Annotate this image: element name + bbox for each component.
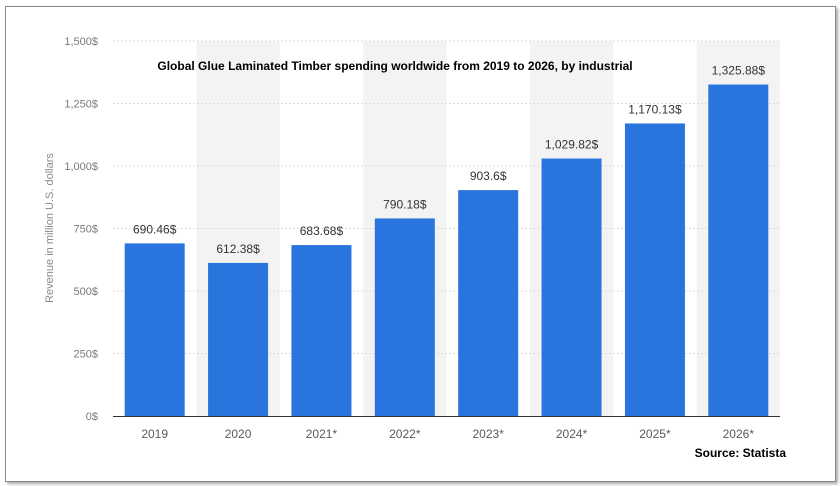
x-axis-ticks: 2019 2020 2021* 2022* 2023* 2024* 2025* 2026* [141, 427, 754, 441]
x-tick-label: 2021* [306, 427, 338, 441]
source-note: Source: Statista [695, 446, 787, 460]
x-tick-label: 2026* [723, 427, 755, 441]
bar [374, 218, 435, 416]
y-tick-label: 250$ [74, 349, 98, 361]
y-tick-label: 0$ [86, 411, 98, 423]
gridlines [113, 40, 780, 354]
x-tick-label: 2022* [389, 427, 421, 441]
data-label: 1,170.13$ [628, 102, 682, 116]
data-label: 683.68$ [300, 224, 344, 238]
y-axis-label: Revenue in million U.S. dollars [44, 153, 56, 303]
x-tick-label: 2019 [141, 427, 168, 441]
data-label: 903.6$ [470, 169, 507, 183]
y-tick-label: 750$ [74, 224, 98, 236]
bar [208, 262, 269, 416]
x-tick-label: 2020 [225, 427, 252, 441]
chart-title: Global Glue Laminated Timber spending wo… [157, 59, 632, 73]
y-tick-label: 500$ [74, 286, 98, 298]
data-labels: 690.46$ 612.38$ 683.68$ 790.18$ 903.6$ 1,029.… [133, 64, 765, 256]
bar [541, 158, 602, 417]
data-label: 690.46$ [133, 222, 177, 236]
data-label: 1,325.88$ [712, 64, 766, 78]
bars [124, 84, 769, 417]
y-tick-label: 1,000$ [64, 161, 98, 173]
data-label: 612.38$ [216, 242, 260, 256]
y-axis-ticks: 0$ 250$ 500$ 750$ 1,000$ 1,250$ 1,500$ [64, 36, 98, 423]
data-label: 790.18$ [383, 197, 427, 211]
bar [124, 243, 185, 416]
bar [624, 123, 685, 416]
data-label: 1,029.82$ [545, 138, 599, 152]
bar [708, 84, 769, 416]
bar [291, 245, 352, 416]
y-tick-label: 1,250$ [64, 99, 98, 111]
x-tick-label: 2025* [639, 427, 671, 441]
y-tick-label: 1,500$ [64, 36, 98, 48]
x-tick-label: 2024* [556, 427, 588, 441]
bar [458, 190, 519, 416]
x-tick-label: 2023* [473, 427, 505, 441]
